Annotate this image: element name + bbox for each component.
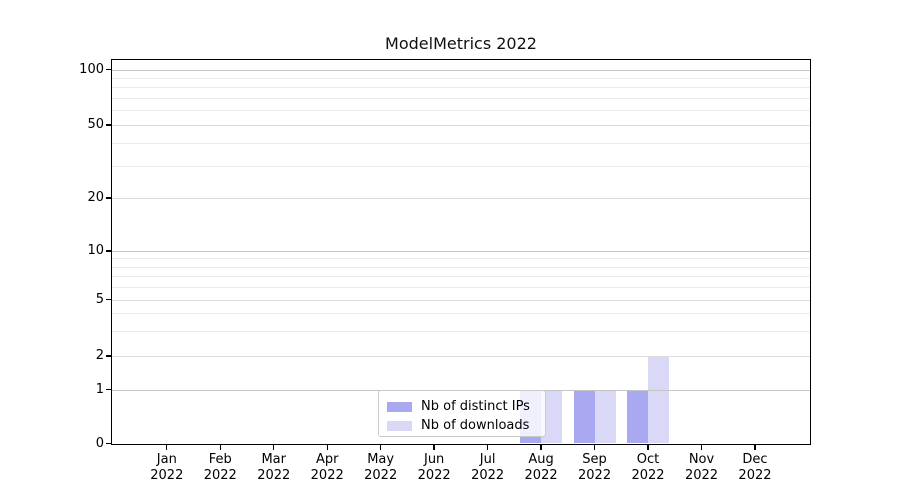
x-tick-mark-6 <box>486 444 489 450</box>
x-tick-label-dec-2022: Dec 2022 <box>738 452 772 483</box>
x-tick-label-jan-2022: Jan 2022 <box>150 452 184 483</box>
y-tick-label-20: 20 <box>87 190 104 205</box>
legend-swatch-distinct-ips <box>387 401 412 412</box>
minor-gridline-y-9 <box>112 258 810 260</box>
legend-label-distinct-ips: Nb of distinct IPs <box>421 399 530 414</box>
x-tick-label-apr-2022: Apr 2022 <box>310 452 344 483</box>
y-tick-label-10: 10 <box>87 243 104 258</box>
x-tick-mark-9 <box>647 444 649 450</box>
x-tick-mark-3 <box>326 444 328 450</box>
gridline-y-5 <box>112 299 810 301</box>
x-tick-label-sep-2022: Sep 2022 <box>578 452 612 483</box>
y-tick-mark-1 <box>106 388 112 391</box>
x-tick-label-mar-2022: Mar 2022 <box>257 452 291 483</box>
x-tick-mark-5 <box>433 444 435 450</box>
x-tick-mark-4 <box>379 444 382 450</box>
legend-swatch-downloads <box>387 420 412 431</box>
bar-nb-of-downloads-oct-2022 <box>648 356 670 444</box>
bar-nb-of-downloads-sep-2022 <box>594 389 616 444</box>
x-tick-mark-0 <box>166 444 168 450</box>
y-tick-label-100: 100 <box>79 61 104 77</box>
y-tick-label-1: 1 <box>95 381 104 397</box>
x-tick-mark-10 <box>700 444 703 450</box>
x-tick-mark-7 <box>540 444 542 450</box>
x-tick-label-aug-2022: Aug 2022 <box>524 452 558 483</box>
x-tick-label-jun-2022: Jun 2022 <box>417 452 451 483</box>
y-tick-mark-10 <box>106 250 112 252</box>
x-tick-mark-8 <box>593 444 596 450</box>
y-tick-mark-50 <box>106 124 112 126</box>
bar-nb-of-distinct-ips-oct-2022 <box>627 389 649 444</box>
minor-gridline-y-4 <box>112 313 810 315</box>
y-tick-label-0: 0 <box>95 435 104 451</box>
x-tick-mark-1 <box>219 444 221 450</box>
minor-gridline-y-6 <box>112 286 810 288</box>
minor-gridline-y-3 <box>112 330 810 332</box>
minor-gridline-y-7 <box>112 275 810 277</box>
x-tick-label-feb-2022: Feb 2022 <box>203 452 237 483</box>
minor-gridline-y-30 <box>112 165 810 167</box>
legend-item-distinct-ips: Nb of distinct IPs <box>387 397 537 416</box>
x-tick-mark-11 <box>754 444 756 450</box>
minor-gridline-y-80 <box>112 87 810 89</box>
y-tick-mark-100 <box>106 68 112 71</box>
y-tick-mark-2 <box>106 355 112 357</box>
gridline-y-100 <box>112 69 810 71</box>
legend-item-downloads: Nb of downloads <box>387 416 537 435</box>
minor-gridline-y-90 <box>112 77 810 79</box>
minor-gridline-y-70 <box>112 98 810 100</box>
gridline-y-50 <box>112 125 810 126</box>
bar-nb-of-distinct-ips-sep-2022 <box>573 389 595 444</box>
y-tick-mark-5 <box>106 298 112 301</box>
y-tick-label-2: 2 <box>95 348 104 363</box>
y-tick-label-50: 50 <box>87 117 104 132</box>
gridline-y-2 <box>112 356 810 357</box>
gridline-y-10 <box>112 251 810 252</box>
gridline-y-20 <box>112 198 810 199</box>
x-tick-label-may-2022: May 2022 <box>364 452 398 483</box>
minor-gridline-y-60 <box>112 110 810 112</box>
y-tick-label-5: 5 <box>95 291 104 307</box>
x-tick-label-nov-2022: Nov 2022 <box>684 452 719 483</box>
x-tick-mark-2 <box>273 444 275 450</box>
legend: Nb of distinct IPs Nb of downloads <box>378 390 546 437</box>
plot-area <box>112 60 810 444</box>
y-tick-mark-20 <box>106 197 112 199</box>
chart-title: ModelMetrics 2022 <box>385 34 537 53</box>
x-tick-label-oct-2022: Oct 2022 <box>631 452 665 483</box>
x-tick-label-jul-2022: Jul 2022 <box>471 452 505 483</box>
bar-nb-of-downloads-aug-2022 <box>541 389 563 444</box>
y-tick-mark-0 <box>106 442 112 445</box>
minor-gridline-y-8 <box>112 266 810 268</box>
minor-gridline-y-40 <box>112 142 810 144</box>
legend-label-downloads: Nb of downloads <box>421 418 530 433</box>
